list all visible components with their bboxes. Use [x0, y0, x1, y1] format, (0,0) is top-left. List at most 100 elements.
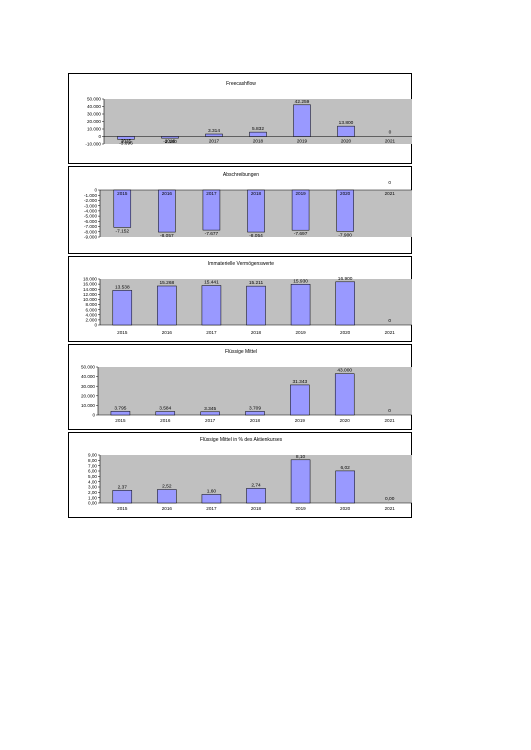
- data-label: 13.538: [115, 284, 130, 290]
- data-label: -8.057: [160, 233, 174, 239]
- bar: [247, 189, 265, 233]
- data-label: 42.259: [295, 99, 310, 105]
- y-tick-label: 10.000: [81, 403, 95, 408]
- plot-area: [104, 99, 412, 144]
- x-tick-label: 2021: [385, 139, 396, 144]
- y-tick-label: 4.000: [86, 312, 98, 317]
- chart-freecashflow: Freecashflow -10.000 0 10.000 20.000 30.000 4…: [85, 81, 412, 147]
- bar: [335, 281, 355, 326]
- data-label: 6,02: [340, 465, 350, 471]
- y-tick-label: 0,00: [88, 501, 97, 506]
- bar: [245, 411, 265, 416]
- data-label: -8.054: [249, 233, 263, 239]
- x-tick-label: 2020: [340, 506, 351, 511]
- bar: [334, 373, 355, 416]
- x-tick-label: 2018: [250, 418, 261, 423]
- y-tick-label: 1,00: [88, 495, 97, 500]
- data-label: 3.709: [249, 405, 261, 411]
- y-tick-label: -4.000: [84, 208, 97, 213]
- x-tick-label: 2016: [165, 139, 176, 144]
- y-tick-label: 10.000: [87, 127, 101, 132]
- x-tick-label: 2017: [205, 418, 216, 423]
- x-tick-label: 2016: [162, 330, 173, 335]
- y-tick-label: 7,00: [88, 463, 97, 468]
- chart-title: Freecashflow: [226, 81, 256, 87]
- chart-title: Abschreibungen: [223, 172, 259, 178]
- data-label: -7.677: [205, 231, 219, 237]
- data-label: 0: [388, 408, 391, 414]
- bar: [246, 488, 266, 504]
- data-label: 3.795: [114, 405, 126, 411]
- data-label: 8,10: [296, 454, 306, 460]
- x-tick-label: 2021: [385, 506, 396, 511]
- y-tick-label: -1.000: [84, 193, 97, 198]
- data-label: 16.900: [338, 276, 353, 282]
- y-tick-label: -9.000: [84, 235, 97, 240]
- x-tick-label: 2020: [340, 418, 351, 423]
- bar: [246, 285, 266, 326]
- x-tick-label: 2019: [295, 506, 306, 511]
- x-tick-label: 2020: [341, 139, 352, 144]
- y-tick-label: 0: [94, 188, 97, 193]
- chart-panel-fluessige-mittel: Flüssige Mittel 0 10.000 20.000 30.000 40.00…: [68, 344, 412, 430]
- x-tick-label: 2019: [295, 191, 306, 196]
- x-tick-label: 2017: [206, 506, 217, 511]
- bar: [161, 136, 179, 139]
- y-tick-label: -3.000: [84, 203, 97, 208]
- x-tick-label: 2018: [251, 330, 262, 335]
- y-tick-label: 20.000: [87, 119, 101, 124]
- y-tick-label: 50.000: [87, 97, 101, 102]
- y-tick-label: 40.000: [81, 374, 95, 379]
- data-label: 13.800: [339, 120, 354, 126]
- bar: [290, 284, 311, 326]
- x-tick-label: 2016: [160, 418, 171, 423]
- bar: [291, 189, 310, 231]
- y-tick-label: 18.000: [83, 277, 97, 282]
- data-label: -3.696: [119, 140, 133, 146]
- chart-panel-freecashflow: Freecashflow -10.000 0 10.000 20.000 30.000 4…: [68, 73, 412, 164]
- bar: [336, 189, 354, 232]
- y-tick-label: 6,00: [88, 469, 97, 474]
- data-label: 3.345: [204, 406, 216, 412]
- x-tick-label: 2015: [117, 191, 128, 196]
- x-tick-label: 2019: [295, 418, 306, 423]
- bar: [112, 290, 133, 326]
- data-label: 1,60: [207, 488, 217, 494]
- x-tick-label: 2016: [162, 506, 173, 511]
- bar: [293, 104, 311, 137]
- bar: [249, 131, 267, 137]
- data-label: 31.343: [293, 379, 308, 385]
- bar: [200, 411, 220, 416]
- y-tick-label: 30.000: [87, 112, 101, 117]
- y-tick-label: 8.000: [86, 302, 98, 307]
- x-tick-label: 2015: [115, 418, 126, 423]
- y-tick-label: 14.000: [83, 287, 97, 292]
- data-label: 15.441: [204, 280, 219, 286]
- x-tick-label: 2017: [206, 191, 217, 196]
- chart-fluessige-mittel-prozent: Flüssige Mittel in % des Aktienkurses 0,…: [88, 437, 412, 511]
- chart-title: Flüssige Mittel: [225, 349, 257, 355]
- data-label: 0: [388, 318, 391, 324]
- chart-panel-fluessige-mittel-prozent: Flüssige Mittel in % des Aktienkurses 0,…: [68, 432, 412, 518]
- plot-area: [98, 367, 412, 415]
- data-label: -7.900: [338, 232, 352, 238]
- chart-fluessige-mittel: Flüssige Mittel 0 10.000 20.000 30.000 40.00…: [81, 349, 412, 423]
- bar: [205, 133, 223, 137]
- x-tick-label: 2021: [385, 191, 396, 196]
- y-tick-label: 4,00: [88, 479, 97, 484]
- y-tick-label: -7.000: [84, 224, 97, 229]
- y-tick-label: 0: [98, 134, 101, 139]
- y-tick-label: 50.000: [81, 365, 95, 370]
- y-tick-label: -2.000: [84, 198, 97, 203]
- bar: [110, 411, 131, 416]
- data-label: 5.832: [252, 126, 264, 132]
- y-tick-label: 9,00: [88, 453, 97, 458]
- y-tick-label: 12.000: [83, 292, 97, 297]
- chart-panel-immaterielle-vermoegenswerte: Immaterielle Vermögenswerte 0 2.000 4.000 6…: [68, 256, 412, 342]
- data-label: 0: [388, 180, 391, 186]
- bar: [113, 189, 132, 228]
- y-tick-label: 30.000: [81, 384, 95, 389]
- data-label: 0: [389, 130, 392, 136]
- x-tick-label: 2019: [297, 139, 308, 144]
- bar: [290, 459, 311, 504]
